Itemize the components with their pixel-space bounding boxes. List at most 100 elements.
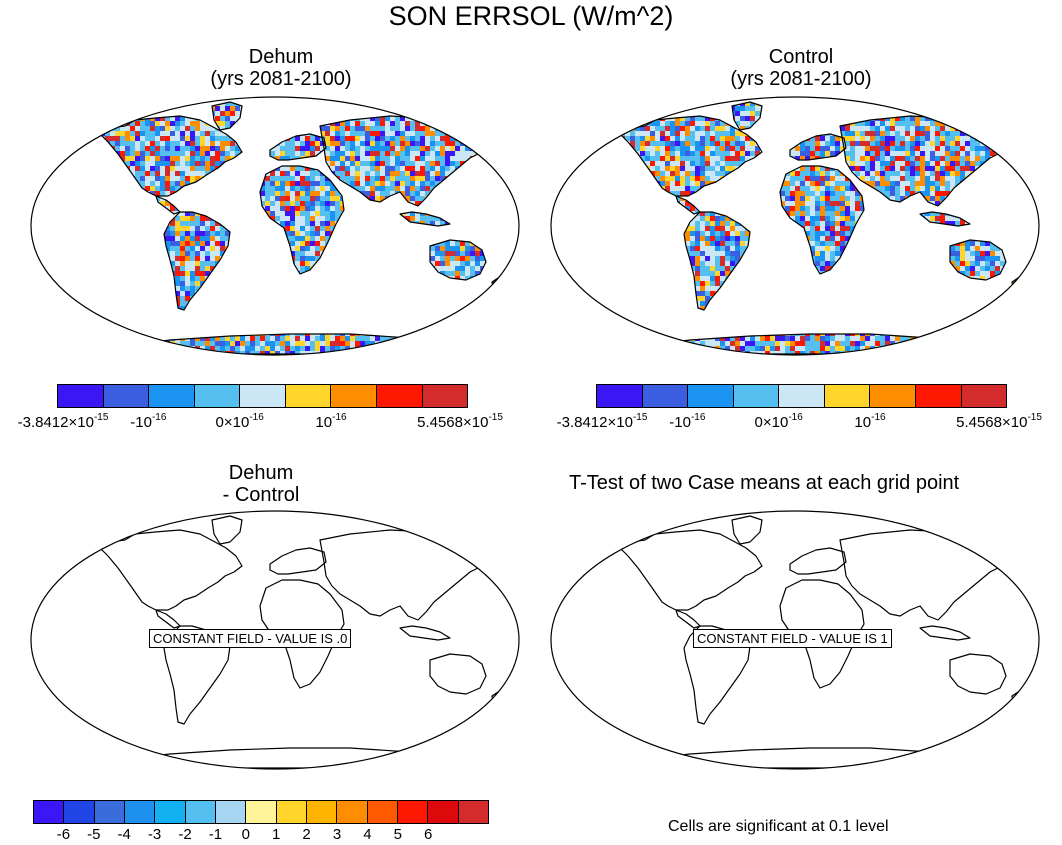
heatmap-cell xyxy=(330,261,335,266)
heatmap-cell xyxy=(235,226,240,231)
heatmap-cell xyxy=(305,251,310,256)
heatmap-cell xyxy=(245,326,250,331)
heatmap-cell xyxy=(50,206,55,211)
heatmap-cell xyxy=(135,346,140,351)
heatmap-cell xyxy=(335,151,340,156)
heatmap-cell xyxy=(210,221,215,226)
heatmap-cell xyxy=(65,111,70,116)
heatmap-cell xyxy=(50,141,55,146)
heatmap-cell xyxy=(110,171,115,176)
heatmap-cell xyxy=(360,166,365,171)
heatmap-cell xyxy=(375,181,380,186)
heatmap-cell xyxy=(245,306,250,311)
heatmap-cell xyxy=(40,306,45,311)
heatmap-cell xyxy=(485,241,490,246)
heatmap-cell xyxy=(125,156,130,161)
heatmap-cell xyxy=(235,326,240,331)
heatmap-cell xyxy=(250,326,255,331)
heatmap-cell xyxy=(330,241,335,246)
heatmap-cell xyxy=(380,186,385,191)
heatmap-cell xyxy=(505,101,510,106)
heatmap-cell xyxy=(155,116,160,121)
heatmap-cell xyxy=(55,201,60,206)
heatmap-cell xyxy=(265,136,270,141)
heatmap-cell xyxy=(50,301,55,306)
heatmap-cell xyxy=(450,102,455,106)
heatmap-cell xyxy=(385,311,390,316)
heatmap-cell xyxy=(305,171,310,176)
heatmap-cell xyxy=(110,181,115,186)
heatmap-cell xyxy=(85,106,90,111)
heatmap-cell xyxy=(325,116,330,121)
heatmap-cell xyxy=(230,301,235,306)
heatmap-cell xyxy=(35,151,40,156)
heatmap-cell xyxy=(130,186,135,191)
heatmap-cell xyxy=(495,336,500,341)
heatmap-cell xyxy=(170,326,175,331)
heatmap-cell xyxy=(205,261,210,266)
heatmap-cell xyxy=(365,126,370,131)
heatmap-cell xyxy=(265,151,270,156)
heatmap-cell xyxy=(85,286,90,291)
heatmap-cell xyxy=(495,111,500,116)
heatmap-cell xyxy=(140,301,145,306)
heatmap-cell xyxy=(305,261,310,266)
heatmap-cell xyxy=(95,271,100,276)
heatmap-cell xyxy=(85,231,90,236)
heatmap-cell xyxy=(285,151,290,156)
heatmap-cell xyxy=(265,141,270,146)
heatmap-cell xyxy=(365,171,370,176)
heatmap-cell xyxy=(215,271,220,276)
heatmap-cell xyxy=(45,281,50,286)
heatmap-cell xyxy=(450,196,455,201)
heatmap-cell xyxy=(155,306,160,311)
heatmap-cell xyxy=(60,266,65,271)
heatmap-cell xyxy=(330,286,335,291)
heatmap-cell xyxy=(95,231,100,236)
heatmap-cell xyxy=(390,246,395,251)
heatmap-cell xyxy=(195,311,200,316)
heatmap-cell xyxy=(445,281,450,286)
heatmap-cell xyxy=(285,296,290,301)
heatmap-cell xyxy=(235,306,240,311)
heatmap-cell xyxy=(165,121,170,126)
heatmap-cell xyxy=(145,306,150,311)
heatmap-cell xyxy=(165,201,170,206)
heatmap-cell xyxy=(105,291,110,296)
heatmap-cell xyxy=(330,251,335,256)
heatmap-cell xyxy=(495,221,500,226)
heatmap-cell xyxy=(420,176,425,181)
heatmap-cell xyxy=(370,196,375,201)
heatmap-cell xyxy=(500,101,505,106)
heatmap-cell xyxy=(410,286,415,291)
heatmap-cell xyxy=(505,196,510,201)
heatmap-cell xyxy=(145,141,150,146)
heatmap-cell xyxy=(160,246,165,251)
heatmap-cell xyxy=(90,251,95,256)
heatmap-cell xyxy=(410,291,415,296)
heatmap-cell xyxy=(280,161,285,166)
heatmap-cell xyxy=(475,236,480,241)
heatmap-cell xyxy=(75,181,80,186)
heatmap-cell xyxy=(305,191,310,196)
heatmap-cell xyxy=(465,271,470,276)
heatmap-cell xyxy=(425,126,430,131)
heatmap-cell xyxy=(335,201,340,206)
heatmap-cell xyxy=(475,196,480,201)
heatmap-cell xyxy=(80,226,85,231)
heatmap-cell xyxy=(210,261,215,266)
heatmap-cell xyxy=(290,251,295,256)
heatmap-cell xyxy=(405,116,410,121)
heatmap-cell xyxy=(425,346,430,351)
heatmap-cell xyxy=(195,261,200,266)
heatmap-cell xyxy=(205,126,210,131)
heatmap-cell xyxy=(245,116,250,121)
heatmap-cell xyxy=(385,141,390,146)
heatmap-cell xyxy=(170,176,175,181)
heatmap-cell xyxy=(30,191,35,196)
heatmap-cell xyxy=(385,336,390,341)
heatmap-cell xyxy=(465,256,470,261)
heatmap-cell xyxy=(165,181,170,186)
heatmap-cell xyxy=(280,126,285,131)
heatmap-cell xyxy=(230,186,235,191)
